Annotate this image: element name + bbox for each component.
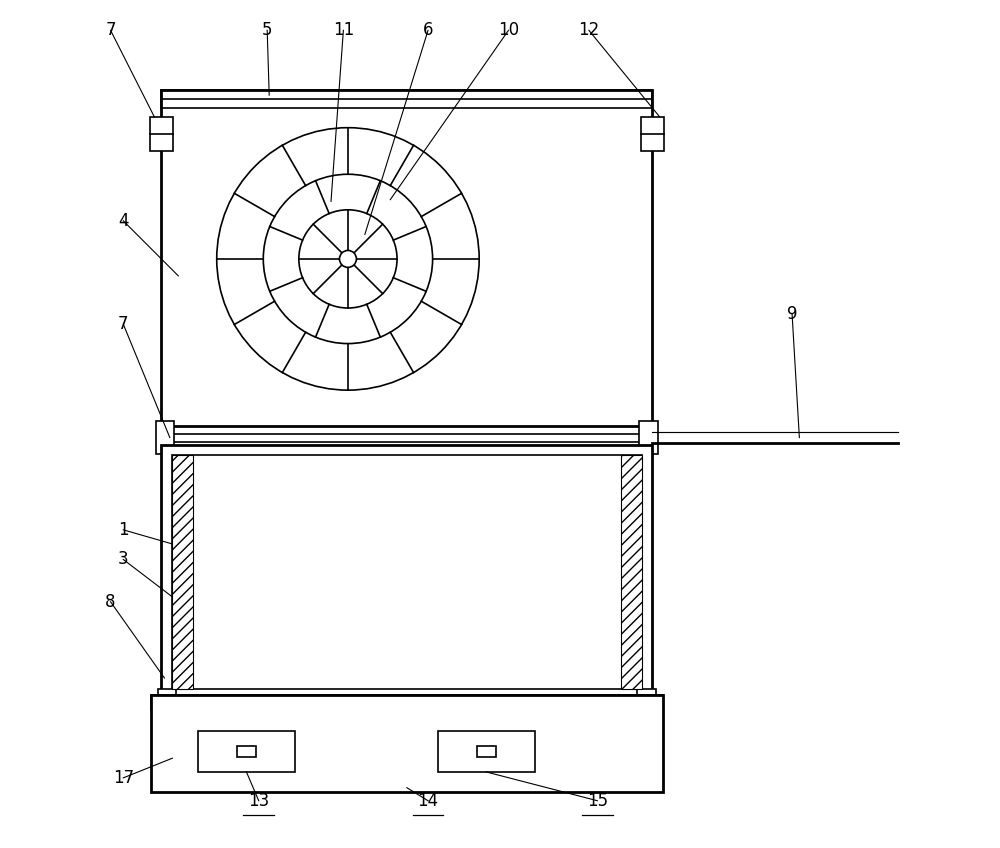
Text: 8: 8 bbox=[105, 593, 116, 611]
Text: 14: 14 bbox=[417, 792, 439, 810]
Text: 5: 5 bbox=[262, 21, 272, 39]
Text: 17: 17 bbox=[113, 769, 134, 787]
Bar bbox=[639, 421, 658, 454]
Bar bbox=[161, 90, 652, 428]
Bar bbox=[172, 455, 193, 689]
Bar bbox=[150, 117, 173, 151]
Bar bbox=[156, 421, 174, 454]
Bar bbox=[477, 745, 496, 756]
Text: 4: 4 bbox=[118, 212, 129, 230]
Text: 11: 11 bbox=[333, 21, 354, 39]
Bar bbox=[637, 689, 656, 710]
Bar bbox=[621, 455, 642, 689]
Bar bbox=[158, 689, 176, 710]
Bar bbox=[161, 426, 652, 449]
Bar bbox=[161, 445, 652, 699]
Text: 15: 15 bbox=[587, 792, 608, 810]
Text: 12: 12 bbox=[578, 21, 600, 39]
Bar bbox=[151, 695, 663, 792]
Text: 7: 7 bbox=[105, 21, 116, 39]
Text: 7: 7 bbox=[118, 315, 129, 333]
Bar bbox=[438, 731, 535, 772]
Text: 13: 13 bbox=[248, 792, 269, 810]
Text: 1: 1 bbox=[118, 521, 129, 538]
Text: 10: 10 bbox=[498, 21, 519, 39]
Bar bbox=[172, 455, 642, 689]
Text: 6: 6 bbox=[423, 21, 433, 39]
Text: 3: 3 bbox=[118, 550, 129, 568]
Bar bbox=[151, 695, 663, 710]
Bar bbox=[641, 117, 664, 151]
Text: 9: 9 bbox=[787, 305, 797, 323]
Circle shape bbox=[339, 250, 356, 267]
Bar bbox=[161, 90, 652, 109]
Bar bbox=[198, 731, 295, 772]
Bar bbox=[237, 745, 256, 756]
